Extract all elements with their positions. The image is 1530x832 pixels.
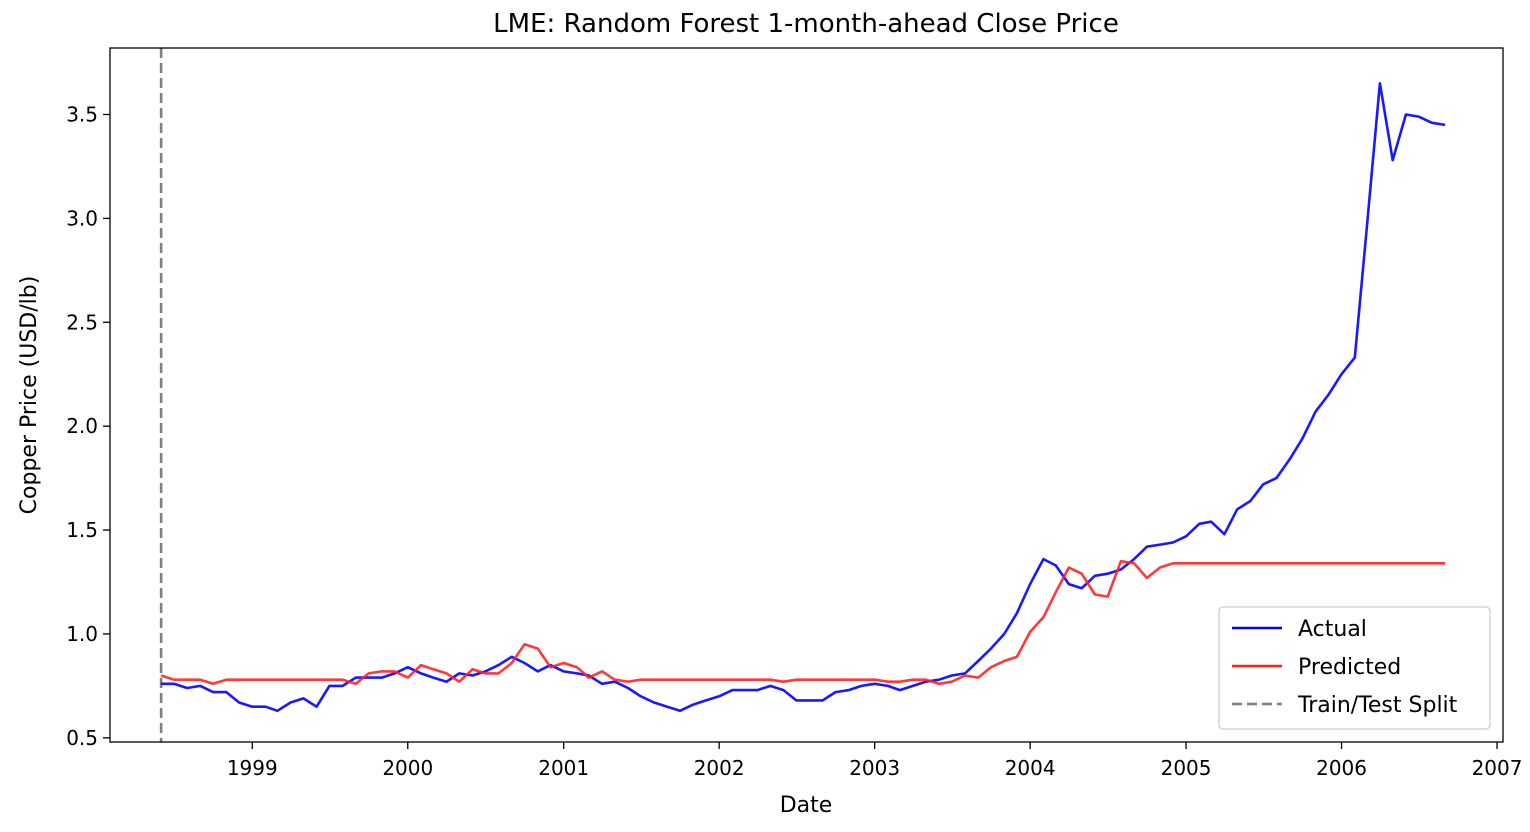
y-tick-label: 2.5 <box>66 310 98 334</box>
y-tick-label: 1.5 <box>66 518 98 542</box>
y-axis-label: Copper Price (USD/lb) <box>17 276 42 515</box>
legend-box <box>1218 606 1491 730</box>
x-tick-label: 2004 <box>1005 756 1056 780</box>
x-axis-label: Date <box>780 793 833 818</box>
x-tick-label: 2001 <box>538 756 589 780</box>
x-tick-label: 1999 <box>227 756 278 780</box>
x-tick-label: 2007 <box>1472 756 1523 780</box>
x-tick-label: 2002 <box>694 756 745 780</box>
series-line-predicted <box>160 559 1446 686</box>
y-tick-label: 1.0 <box>66 622 98 646</box>
x-axis-ticks: 1999 2000 2001 2002 2003 2004 2005 2006 2007 <box>227 742 1523 780</box>
legend-label-split: Train/Test Split <box>1297 693 1458 718</box>
y-tick-label: 0.5 <box>66 726 98 750</box>
y-tick-label: 2.0 <box>66 414 98 438</box>
y-tick-label: 3.0 <box>66 206 98 230</box>
series-layer <box>160 82 1446 713</box>
legend-label-actual: Actual <box>1298 617 1367 642</box>
x-tick-label: 2006 <box>1316 756 1367 780</box>
y-axis-ticks: 0.5 1.0 1.5 2.0 2.5 3.0 3.5 <box>66 102 110 750</box>
legend: Actual Predicted Train/Test Split <box>1218 606 1491 730</box>
y-tick-label: 3.5 <box>66 102 98 126</box>
x-tick-label: 2000 <box>382 756 433 780</box>
plot-area-frame <box>109 47 1504 743</box>
x-tick-label: 2003 <box>849 756 900 780</box>
chart-title: LME: Random Forest 1-month-ahead Close P… <box>493 9 1119 39</box>
legend-label-predicted: Predicted <box>1298 655 1401 680</box>
x-tick-label: 2005 <box>1161 756 1212 780</box>
series-line-actual <box>161 82 1446 713</box>
